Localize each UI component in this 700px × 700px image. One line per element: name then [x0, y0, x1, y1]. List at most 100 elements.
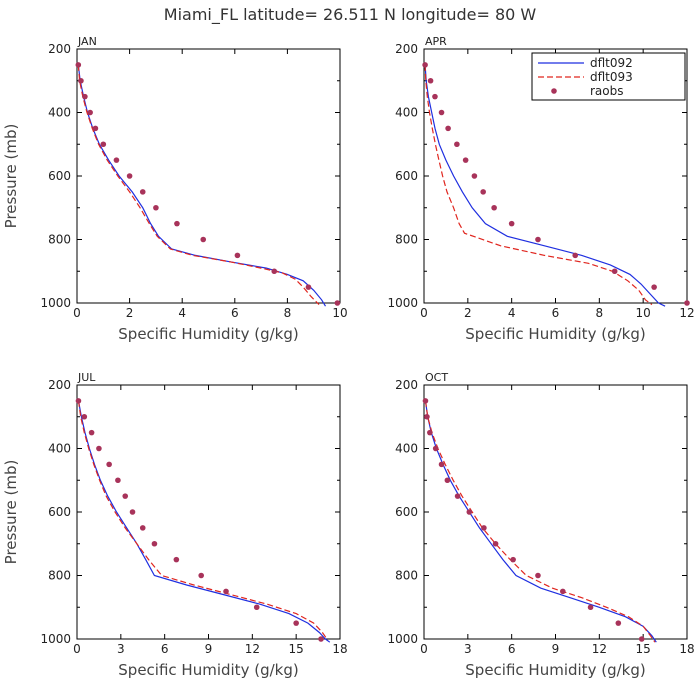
- dflt092-line: [77, 400, 331, 643]
- raobs-point: [651, 284, 657, 290]
- raobs-point: [75, 398, 82, 404]
- raobs-point: [454, 493, 461, 499]
- raobs-point: [115, 477, 121, 484]
- raobs-point: [82, 93, 88, 100]
- raobs-point: [173, 556, 180, 563]
- dflt092-line: [77, 64, 327, 307]
- raobs-point: [305, 284, 312, 290]
- raobs-point: [122, 493, 129, 499]
- raobs-point: [198, 572, 204, 579]
- y-tick-label: 400: [395, 442, 418, 456]
- y-tick-label: 200: [48, 42, 71, 56]
- raobs-point: [510, 556, 516, 563]
- raobs-point: [422, 398, 429, 404]
- raobs-point: [151, 540, 158, 547]
- raobs-point: [92, 125, 99, 132]
- x-tick-label: 9: [552, 642, 560, 656]
- y-tick-label: 600: [48, 505, 71, 519]
- y-tick-label: 800: [48, 233, 71, 247]
- x-tick-label: 0: [73, 642, 81, 656]
- raobs-point: [113, 157, 120, 163]
- raobs-point: [481, 525, 487, 531]
- y-tick-label: 600: [48, 169, 71, 183]
- x-tick-label: 10: [332, 306, 347, 320]
- dflt093-line: [77, 400, 328, 640]
- dflt093-line: [424, 64, 653, 306]
- x-tick-label: 9: [205, 642, 213, 656]
- raobs-point: [438, 109, 445, 116]
- plot-frame: [76, 48, 341, 304]
- dflt093-line: [424, 400, 656, 643]
- raobs-point: [611, 268, 618, 275]
- raobs-point: [492, 540, 499, 547]
- y-tick-label: 1000: [387, 296, 418, 310]
- chart-panel-jan: 0 2 4 6 8 10 200 400 600 800 1000 JAN Specific Humid…: [2, 35, 348, 343]
- x-tick-label: 3: [117, 642, 125, 656]
- y-tick-label: 400: [48, 442, 71, 456]
- x-tick-label: 4: [178, 306, 186, 320]
- raobs-point: [78, 77, 84, 84]
- raobs-point: [684, 300, 690, 306]
- x-tick-label: 0: [420, 642, 428, 656]
- x-tick-label: 12: [245, 642, 260, 656]
- x-tick-label: 6: [552, 306, 560, 320]
- raobs-point: [615, 620, 622, 626]
- raobs-point: [462, 157, 469, 163]
- y-tick-label: 600: [395, 505, 418, 519]
- raobs-point: [454, 141, 460, 148]
- x-axis-title: Specific Humidity (g/kg): [465, 661, 645, 679]
- raobs-point: [126, 173, 133, 179]
- raobs-point: [427, 429, 433, 436]
- x-tick-label: 0: [73, 306, 81, 320]
- raobs-point: [466, 509, 473, 515]
- raobs-point: [200, 236, 207, 243]
- raobs-point: [572, 252, 579, 259]
- dflt093-line: [77, 64, 320, 306]
- raobs-point: [139, 189, 146, 195]
- y-tick-label: 800: [395, 233, 418, 247]
- x-tick-label: 0: [420, 306, 428, 320]
- x-tick-label: 8: [596, 306, 604, 320]
- x-tick-label: 2: [464, 306, 472, 320]
- raobs-point: [438, 461, 445, 468]
- x-tick-label: 18: [332, 642, 347, 656]
- raobs-point: [560, 588, 566, 595]
- panel-label: JUL: [77, 371, 96, 384]
- raobs-point: [153, 204, 159, 211]
- raobs-point: [234, 252, 241, 259]
- x-tick-label: 15: [636, 642, 651, 656]
- raobs-point: [223, 588, 229, 595]
- x-axis-title: Specific Humidity (g/kg): [118, 325, 298, 343]
- x-tick-label: 6: [161, 642, 169, 656]
- legend-label-dflt092: dflt092: [590, 56, 633, 70]
- x-tick-label: 6: [231, 306, 239, 320]
- x-tick-label: 12: [679, 306, 694, 320]
- raobs-point: [427, 77, 434, 84]
- raobs-point: [75, 62, 82, 68]
- raobs-point: [432, 445, 439, 452]
- raobs-point: [293, 620, 299, 626]
- x-tick-label: 8: [284, 306, 292, 320]
- x-tick-label: 15: [289, 642, 304, 656]
- raobs-point: [587, 604, 594, 611]
- panel-label: JAN: [77, 35, 97, 48]
- y-tick-label: 1000: [387, 632, 418, 646]
- y-axis-title: Pressure (mb): [2, 460, 20, 565]
- dflt092-line: [424, 400, 657, 643]
- raobs-point: [174, 220, 180, 227]
- y-tick-label: 600: [395, 169, 418, 183]
- raobs-point: [318, 636, 324, 642]
- raobs-point: [88, 429, 95, 436]
- raobs-point: [445, 125, 451, 132]
- x-axis-title: Specific Humidity (g/kg): [465, 325, 645, 343]
- x-tick-label: 2: [126, 306, 134, 320]
- x-tick-label: 18: [679, 642, 694, 656]
- raobs-point: [96, 445, 102, 452]
- figure-title: Miami_FL latitude= 26.511 N longitude= 8…: [164, 5, 537, 25]
- raobs-point: [535, 572, 541, 579]
- y-tick-label: 200: [395, 42, 418, 56]
- x-tick-label: 4: [508, 306, 516, 320]
- raobs-point: [87, 109, 93, 116]
- raobs-point: [253, 604, 260, 611]
